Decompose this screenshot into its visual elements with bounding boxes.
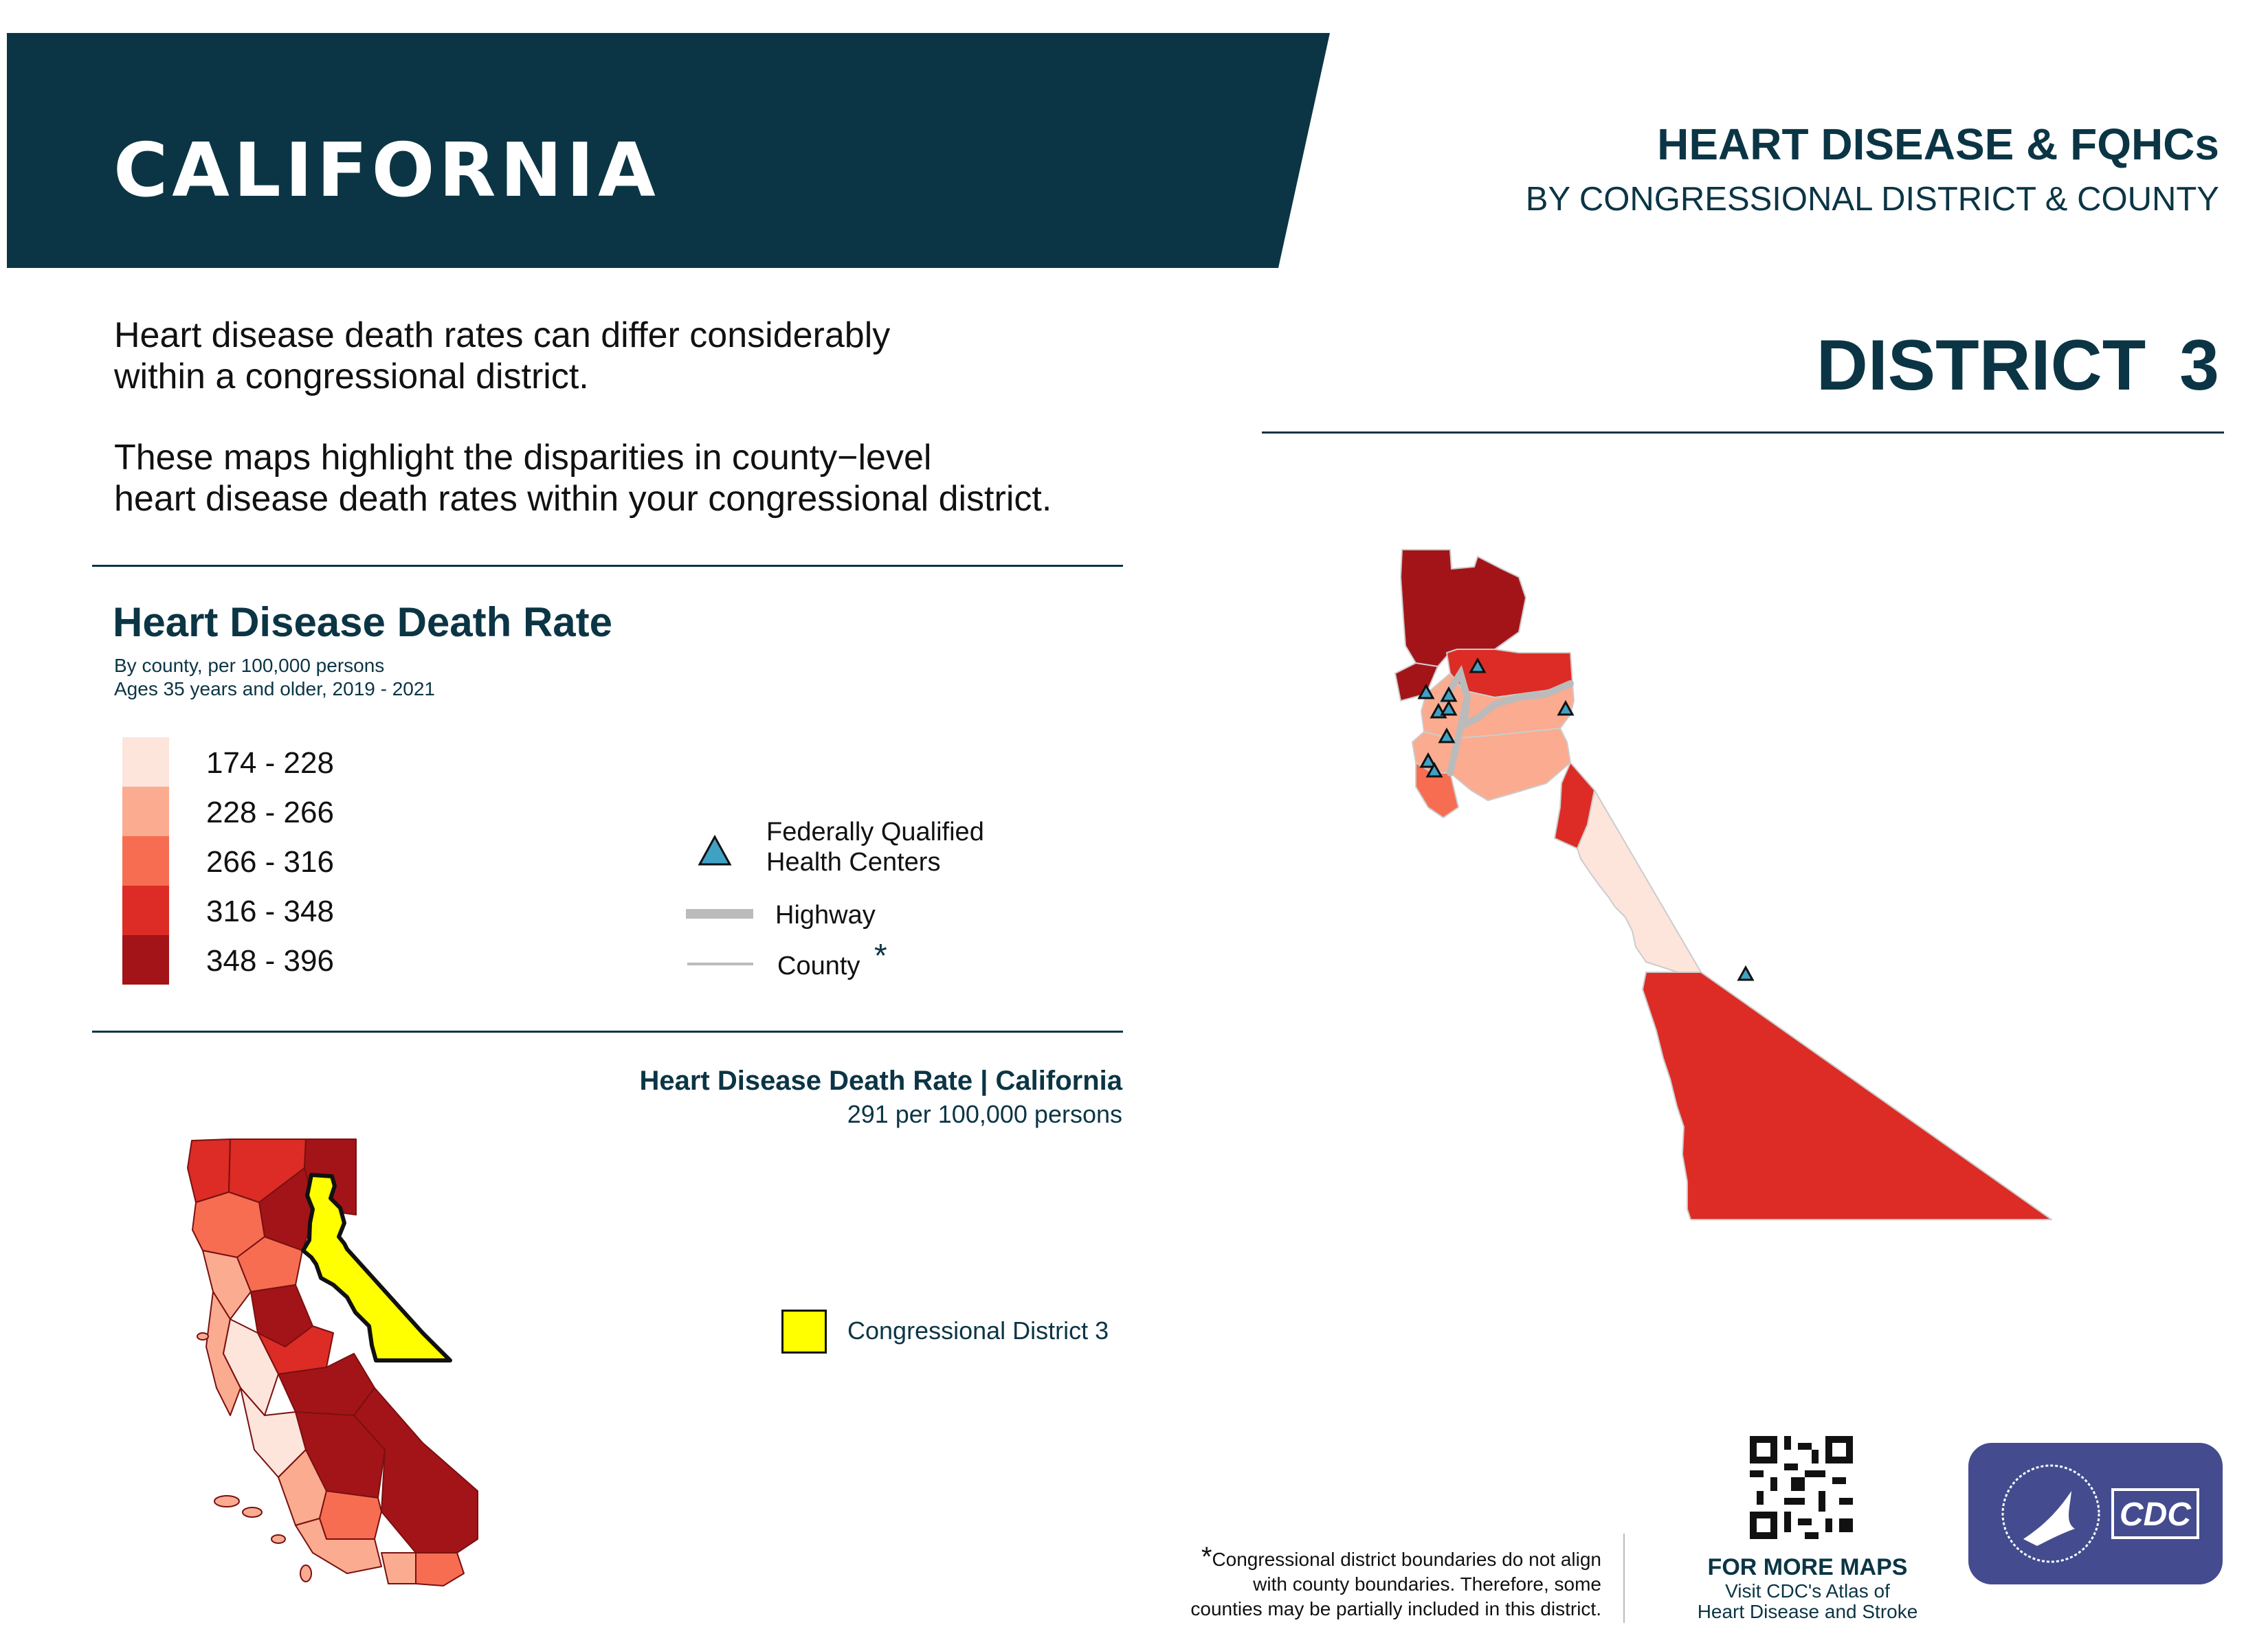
footnote-line-1: *Congressional district boundaries do no…	[1190, 1542, 1601, 1572]
legend-bin-label-3: 266 - 316	[206, 845, 334, 879]
qr-code-icon[interactable]	[1750, 1436, 1853, 1539]
california-overview-map	[187, 1138, 478, 1586]
fqhc-marker-icon	[1737, 965, 1755, 981]
county-legend-label: County	[777, 952, 860, 980]
legend-swatch-5	[122, 935, 169, 985]
hhs-seal-icon	[2001, 1464, 2100, 1563]
highway-legend-label: Highway	[775, 901, 876, 930]
legend-swatch-2	[122, 787, 169, 836]
hhs-eagle-icon	[2023, 1491, 2075, 1546]
district-label: DISTRICT 3	[1816, 326, 2219, 405]
channel-island-shape	[242, 1507, 263, 1518]
state-name: CALIFORNIA	[113, 128, 660, 214]
district-divider	[1262, 431, 2224, 434]
legend-subtitle-units: By county, per 100,000 persons	[114, 655, 385, 676]
county-asterisk: *	[874, 938, 887, 974]
intro-line-3: These maps highlight the disparities in …	[114, 438, 932, 478]
fqhc-marker-icon	[1557, 699, 1575, 716]
footnote-line-3: counties may be partially included in th…	[1190, 1598, 1601, 1619]
intro-paragraph-2: These maps highlight the disparities in …	[114, 437, 1145, 519]
fqhc-marker-icon	[1417, 683, 1435, 699]
fqhc-label-line-2: Health Centers	[766, 848, 941, 877]
congressional-district-swatch	[781, 1310, 827, 1354]
map-subtitle: BY CONGRESSIONAL DISTRICT & COUNTY	[1525, 181, 2219, 218]
fqhc-triangle-icon	[698, 834, 732, 866]
county-shape	[1400, 549, 1526, 667]
more-maps-line-2[interactable]: Heart Disease and Stroke	[1697, 1601, 1918, 1622]
county-shape	[381, 1552, 416, 1584]
intro-paragraph-1: Heart disease death rates can differ con…	[114, 315, 1145, 397]
county-line-icon	[687, 963, 753, 965]
legend-divider	[92, 1031, 1123, 1033]
intro-divider	[92, 565, 1123, 567]
channel-island-shape	[300, 1564, 312, 1582]
more-maps-line-1: Visit CDC's Atlas of	[1725, 1580, 1890, 1602]
state-rate-value: 291 per 100,000 persons	[847, 1100, 1122, 1128]
footer-divider	[1623, 1534, 1625, 1623]
highway-line	[1440, 664, 1574, 776]
map-title: HEART DISEASE & FQHCs	[1657, 120, 2219, 169]
footnote-text-1: Congressional district boundaries do not…	[1212, 1549, 1601, 1570]
footnote-asterisk: *	[1201, 1542, 1212, 1572]
county-shape	[1577, 789, 1702, 975]
footnote-line-2: with county boundaries. Therefore, some	[1253, 1573, 1601, 1595]
banner-shape	[7, 33, 1330, 268]
fqhc-legend-label: Federally Qualified Health Centers	[766, 817, 984, 877]
legend-subtitle-ages: Ages 35 years and older, 2019 - 2021	[114, 678, 436, 699]
county-shape	[202, 1250, 252, 1320]
county-shape	[1642, 972, 2052, 1220]
more-maps-title: FOR MORE MAPS	[1707, 1554, 1908, 1580]
congressional-district-3-shape	[301, 1173, 452, 1362]
header-banner	[7, 33, 1330, 268]
county-shape	[295, 1518, 382, 1574]
county-shape	[319, 1490, 382, 1540]
congressional-district-label: Congressional District 3	[847, 1316, 1109, 1345]
county-shape	[187, 1138, 231, 1203]
fqhc-marker-icon	[1440, 699, 1458, 716]
intro-line-1: Heart disease death rates can differ con…	[114, 315, 891, 355]
legend-bin-label-4: 316 - 348	[206, 895, 334, 928]
channel-island-shape	[271, 1534, 286, 1544]
county-shape	[415, 1552, 465, 1586]
legend-swatch-1	[122, 737, 169, 787]
channel-island-shape	[214, 1495, 240, 1507]
fqhc-marker-icon	[1419, 752, 1437, 768]
county-shape	[236, 1236, 303, 1292]
legend-swatch-3	[122, 836, 169, 886]
cdc-logo-text: CDC	[2120, 1496, 2192, 1533]
legend-bin-label-1: 174 - 228	[206, 746, 334, 780]
farallon-island-shape	[197, 1332, 209, 1340]
fqhc-marker-icon	[1425, 761, 1443, 778]
fqhc-marker-icon	[1469, 657, 1487, 673]
fqhc-marker-icon	[1438, 727, 1456, 743]
legend-bin-label-2: 228 - 266	[206, 796, 334, 829]
highway-line-icon	[686, 909, 753, 919]
state-rate-title: Heart Disease Death Rate | California	[639, 1066, 1122, 1096]
footnote: *Congressional district boundaries do no…	[1190, 1542, 1601, 1622]
intro-line-4: heart disease death rates within your co…	[114, 479, 1052, 519]
hhs-cdc-logo: CDC	[1968, 1443, 2223, 1584]
legend-bin-label-5: 348 - 396	[206, 944, 334, 978]
legend-swatch-4	[122, 886, 169, 935]
district-3-detail-map	[1394, 549, 2052, 1220]
legend-title: Heart Disease Death Rate	[113, 599, 613, 645]
intro-line-2: within a congressional district.	[114, 357, 589, 396]
fqhc-label-line-1: Federally Qualified	[766, 818, 984, 846]
